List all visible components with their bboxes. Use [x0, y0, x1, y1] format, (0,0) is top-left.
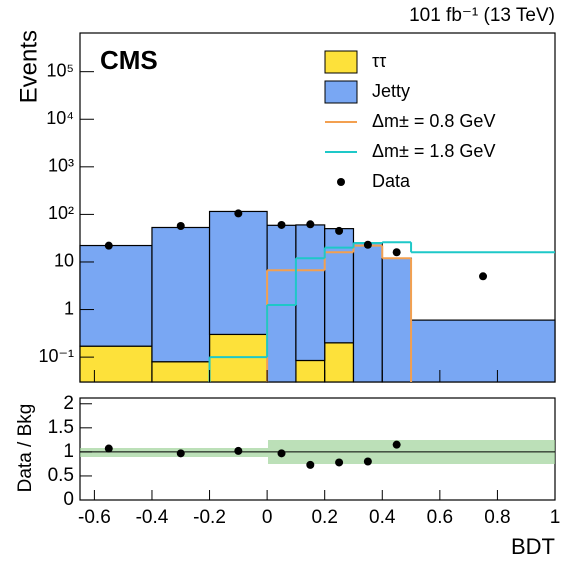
- ratio-point: [176, 449, 185, 458]
- ratio-point: [234, 446, 243, 455]
- y-axis-label: Events: [15, 30, 42, 103]
- legend-label: Data: [372, 171, 411, 191]
- x-tick-label: 0.8: [484, 507, 510, 528]
- stack-bar: [352, 242, 383, 383]
- stack-bar: [208, 210, 268, 336]
- stack-bar: [410, 319, 556, 383]
- stack-bar: [151, 361, 211, 383]
- y-tick-label: 10³: [48, 156, 74, 176]
- y-tick-label: 1: [64, 298, 74, 318]
- stack-bar: [295, 224, 326, 362]
- legend-swatch: [324, 80, 358, 104]
- x-tick-label: 0.2: [311, 507, 337, 528]
- data-point: [176, 222, 185, 231]
- data-point: [392, 248, 401, 257]
- legend-label: Δm± = 0.8 GeV: [372, 111, 495, 131]
- y-tick-label: 1.5: [48, 417, 74, 438]
- x-tick-label: -0.4: [136, 507, 169, 528]
- subtitle: 101 fb⁻¹ (13 TeV): [409, 5, 555, 26]
- x-tick-label: -0.2: [193, 507, 226, 528]
- y-tick-label: 10²: [48, 203, 74, 223]
- data-point: [234, 209, 243, 218]
- stack-bar: [295, 359, 326, 383]
- stack-bar: [151, 226, 211, 363]
- legend-swatch: [337, 178, 345, 186]
- x-tick-label: 0: [262, 507, 273, 528]
- data-point: [363, 240, 372, 249]
- ratio-point: [363, 457, 372, 466]
- data-point: [306, 220, 315, 229]
- stack-bar: [266, 224, 297, 383]
- y-tick-label: 0.5: [48, 465, 74, 486]
- ratio-point: [392, 440, 401, 449]
- y-tick-label: 10⁴: [46, 108, 74, 128]
- y-tick-label: 10⁵: [47, 60, 74, 80]
- stack-bar: [208, 333, 268, 383]
- chart-title: CMS: [100, 45, 158, 75]
- stack-bar: [381, 257, 412, 383]
- legend-swatch: [324, 50, 358, 74]
- stack-bar: [79, 345, 153, 383]
- y-tick-label: 0: [63, 489, 74, 510]
- legend-label: Jetty: [372, 81, 410, 101]
- x-tick-label: -0.6: [78, 507, 111, 528]
- data-point: [335, 226, 344, 235]
- stack-bar: [79, 244, 153, 347]
- legend-label: ττ: [372, 51, 386, 71]
- stack-bar: [324, 228, 355, 344]
- stack-bar: [324, 342, 355, 383]
- ratio-point: [335, 458, 344, 467]
- y-tick-label: 10⁻¹: [38, 346, 74, 366]
- ratio-point: [277, 449, 286, 458]
- data-point: [479, 272, 488, 281]
- ratio-y-label: Data / Bkg: [15, 404, 36, 493]
- x-axis-label: BDT: [511, 534, 555, 559]
- y-tick-label: 10: [54, 251, 74, 271]
- y-tick-label: 2: [63, 393, 74, 414]
- data-point: [104, 241, 113, 250]
- x-tick-label: 1: [550, 507, 561, 528]
- y-tick-label: 1: [63, 441, 74, 462]
- data-point: [277, 220, 286, 229]
- ratio-band: [80, 448, 268, 457]
- ratio-point: [306, 460, 315, 469]
- legend-label: Δm± = 1.8 GeV: [372, 141, 495, 161]
- ratio-point: [104, 444, 113, 453]
- x-tick-label: 0.6: [427, 507, 453, 528]
- x-tick-label: 0.4: [369, 507, 396, 528]
